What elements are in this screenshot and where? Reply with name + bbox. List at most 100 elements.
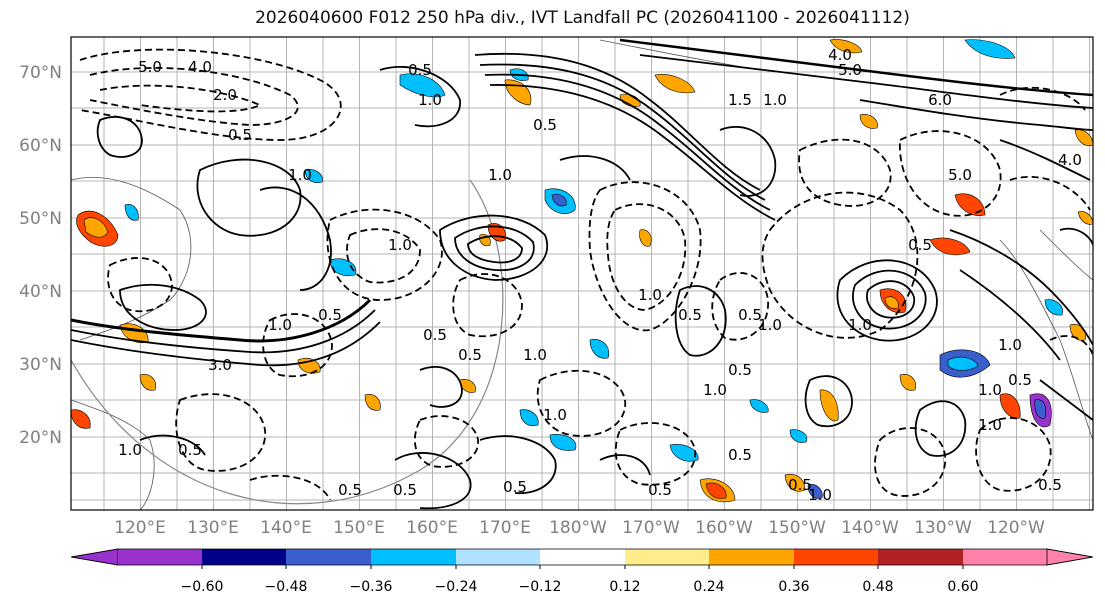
longitude-label: 170°W <box>622 518 680 538</box>
colorbar-segment <box>794 549 878 565</box>
shade-patch <box>819 389 839 422</box>
contour-label: 1.0 <box>998 336 1022 354</box>
longitude-labels: 120°E 130°E 140°E 150°E 160°E 170°E 180°W 170°W… <box>114 518 1045 538</box>
colorbar-tick-label: 0.60 <box>947 579 978 595</box>
contour-label: 0.5 <box>788 476 812 494</box>
contour-label: 1.0 <box>808 486 832 504</box>
longitude-label: 150°E <box>333 518 385 538</box>
contour-label: 0.5 <box>728 361 752 379</box>
colorbar-extend-min <box>70 548 119 566</box>
shade-patch <box>929 237 971 256</box>
map-plot-area <box>70 36 1094 511</box>
solid-contours <box>71 38 1093 510</box>
contour-label: 0.5 <box>503 478 527 496</box>
shade-patch <box>549 434 577 451</box>
contour-label: 0.5 <box>423 326 447 344</box>
contour-label: 1.0 <box>288 166 312 184</box>
shade-patch <box>947 356 979 371</box>
latitude-label: 60°N <box>19 136 62 156</box>
contour-label: 0.5 <box>458 346 482 364</box>
contour-label: 1.5 <box>728 91 752 109</box>
shade-patch <box>1074 129 1093 146</box>
shade-patch <box>807 484 823 499</box>
contour-label: 1.0 <box>848 316 872 334</box>
contour-label: 0.5 <box>178 441 202 459</box>
contour-label: 1.0 <box>763 91 787 109</box>
colorbar-segment <box>286 549 371 565</box>
shade-patch <box>551 193 567 207</box>
longitude-label: 130°W <box>914 518 972 538</box>
contour-label: 5.0 <box>138 58 162 76</box>
colorbar-outline <box>70 548 1094 566</box>
contour-label: 1.0 <box>488 166 512 184</box>
contour-label: 0.5 <box>1008 371 1032 389</box>
shade-patch <box>304 169 323 183</box>
colorbar-segment <box>540 549 625 565</box>
shade-patch <box>364 394 381 411</box>
colorbar-tick-labels: −0.60 −0.48 −0.36 −0.24 −0.12 0.12 0.24 0.36 0.4… <box>181 565 979 595</box>
latitude-label: 20°N <box>19 428 62 448</box>
contour-label: 1.0 <box>978 416 1002 434</box>
shade-patch <box>519 409 539 427</box>
colorbar-tick-label: 0.12 <box>609 579 640 595</box>
latitude-label: 50°N <box>19 209 62 229</box>
shade-patch <box>654 74 696 94</box>
contour-label: 1.0 <box>758 316 782 334</box>
map-frame <box>70 36 1094 511</box>
shade-patch <box>71 409 91 429</box>
contour-label: 4.0 <box>1058 151 1082 169</box>
longitude-label: 140°W <box>841 518 899 538</box>
shade-patch <box>784 473 806 492</box>
colorbar-segment <box>371 549 456 565</box>
shade-patch <box>884 296 899 309</box>
longitude-label: 120°E <box>114 518 166 538</box>
contour-label: 5.0 <box>948 166 972 184</box>
longitude-label: 120°W <box>987 518 1045 538</box>
contour-label: 6.0 <box>928 91 952 109</box>
contour-label: 0.5 <box>318 306 342 324</box>
contour-label: 4.0 <box>188 58 212 76</box>
colorbar-tick-label: −0.60 <box>181 579 224 595</box>
colorbar-segment <box>118 549 202 565</box>
shade-patch <box>705 482 727 499</box>
colorbar-tick-label: 0.48 <box>862 579 893 595</box>
shade-patch <box>669 444 699 462</box>
colorbar-tick-label: −0.12 <box>519 579 562 595</box>
latitude-labels: 70°N 60°N 50°N 40°N 30°N 20°N <box>19 63 62 448</box>
colorbar-segment <box>202 549 286 565</box>
colorbar-segment <box>456 549 540 565</box>
contour-label: 1.0 <box>268 316 292 334</box>
shade-patch <box>1034 399 1047 419</box>
contour-label: 0.5 <box>408 61 432 79</box>
colorbar-segment <box>963 549 1047 565</box>
contour-label: 1.0 <box>978 381 1002 399</box>
colorbar-tick-label: −0.36 <box>350 579 393 595</box>
longitude-label: 150°W <box>768 518 826 538</box>
colorbar-tick-label: −0.48 <box>265 579 308 595</box>
shade-patch <box>964 39 1016 59</box>
shade-patch <box>999 393 1021 419</box>
colorbar-extend-max <box>1046 548 1094 566</box>
contour-labels: 5.0 4.02.00.51.01.00.50.51.01.00.50.51.00… <box>118 46 1082 504</box>
contour-label: 1.0 <box>703 381 727 399</box>
shade-patch <box>829 39 863 54</box>
colorbar-tick-label: 0.36 <box>778 579 809 595</box>
colorbar-tick-label: 0.24 <box>693 579 724 595</box>
contour-label: 0.5 <box>908 236 932 254</box>
shade-patch <box>789 429 808 443</box>
contour-label: 4.0 <box>828 46 852 64</box>
contour-label: 1.0 <box>118 441 142 459</box>
shade-patch <box>1077 211 1093 225</box>
longitude-label: 160°E <box>406 518 458 538</box>
contour-label: 0.5 <box>533 116 557 134</box>
longitude-label: 140°E <box>260 518 312 538</box>
shade-patch <box>899 374 916 391</box>
shade-patch <box>83 217 109 238</box>
shade-patch <box>639 229 652 247</box>
contour-label: 5.0 <box>838 61 862 79</box>
contour-label: 1.0 <box>523 346 547 364</box>
contour-label: 0.5 <box>1038 476 1062 494</box>
colorbar <box>70 548 1094 566</box>
colorbar-segment <box>709 549 794 565</box>
